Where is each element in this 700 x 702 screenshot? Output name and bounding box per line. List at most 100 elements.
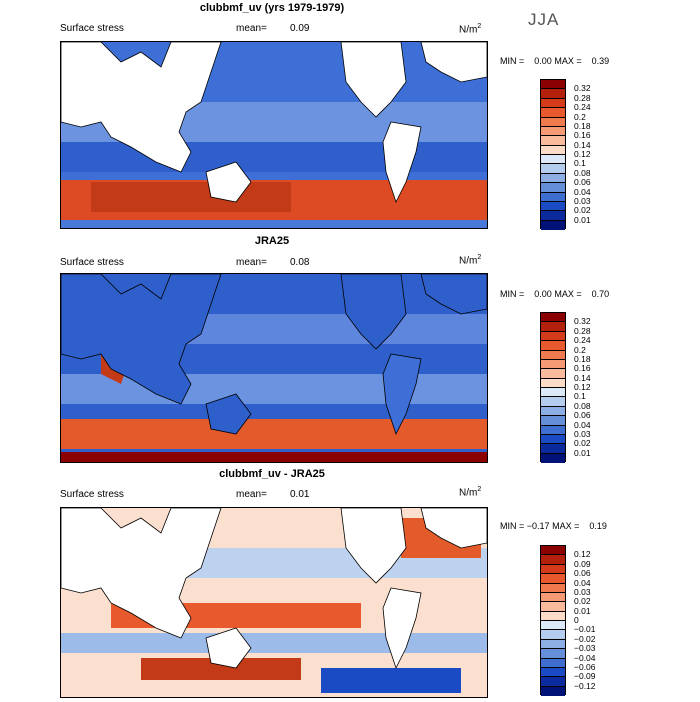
colorbar-level-label: 0.18	[574, 353, 591, 364]
panel-3-subtitle: Surface stress	[60, 489, 124, 500]
panel-3-colorbar	[540, 545, 566, 696]
colorbar-swatch	[541, 359, 565, 370]
panel-1-map-svg	[60, 41, 488, 228]
colorbar-level-label: 0.03	[574, 586, 591, 597]
panel-2-mean-label: mean=	[236, 257, 267, 268]
colorbar-swatch	[541, 155, 565, 165]
colorbar-swatch	[541, 192, 565, 202]
colorbar-swatch	[541, 183, 565, 193]
panel-1-title: clubbmf_uv (yrs 1979-1979)	[199, 2, 345, 14]
colorbar-level-label: 0.04	[574, 577, 591, 588]
colorbar-level-label: −0.01	[574, 624, 596, 635]
colorbar-swatch	[541, 425, 565, 435]
colorbar-level-label: 0.32	[574, 83, 591, 94]
colorbar-swatch	[541, 220, 565, 230]
colorbar-level-label: 0.08	[574, 400, 591, 411]
colorbar-level-label: −0.12	[574, 680, 596, 691]
panel-1-subtitle: Surface stress	[60, 23, 124, 34]
panel-2-minmax: MIN = 0.00 MAX = 0.70	[500, 289, 610, 299]
colorbar-swatch	[541, 453, 565, 463]
panel-1-colorbar	[540, 79, 566, 230]
colorbar-level-label: 0.14	[574, 139, 591, 150]
colorbar-level-label: 0.1	[574, 391, 586, 402]
colorbar-level-label: 0.04	[574, 186, 591, 197]
colorbar-level-label: 0	[574, 615, 579, 625]
colorbar-level-label: 0.28	[574, 92, 591, 103]
colorbar-swatch	[541, 350, 565, 360]
colorbar-swatch	[541, 164, 565, 174]
colorbar-swatch	[541, 369, 565, 379]
panel-2-map	[60, 273, 488, 463]
colorbar-level-label: 0.14	[574, 372, 591, 383]
colorbar-level-label: 0.24	[574, 335, 591, 346]
panel-1-minmax: MIN = 0.00 MAX = 0.39	[500, 56, 610, 66]
colorbar-level-label: 0.03	[574, 428, 591, 439]
colorbar-level-label: 0.08	[574, 167, 591, 178]
panel-2-subtitle: Surface stress	[60, 257, 124, 268]
colorbar-level-label: 0.09	[574, 558, 591, 569]
colorbar-swatch	[541, 677, 565, 687]
colorbar-swatch	[541, 136, 565, 146]
colorbar-level-label: −0.03	[574, 643, 596, 654]
colorbar-level-label: −0.04	[574, 652, 596, 663]
colorbar-level-label: 0.28	[574, 325, 591, 336]
colorbar-level-label: 0.02	[574, 438, 591, 449]
colorbar-level-label: −0.02	[574, 633, 596, 644]
colorbar-swatch	[541, 686, 565, 696]
colorbar-level-label: 0.01	[574, 605, 591, 616]
colorbar-swatch	[541, 322, 565, 332]
colorbar-level-label: 0.06	[574, 410, 591, 421]
colorbar-swatch	[541, 444, 565, 454]
colorbar-swatch	[541, 98, 565, 109]
colorbar-level-label: 0.03	[574, 195, 591, 206]
panel-3-map	[60, 507, 488, 698]
colorbar-swatch	[541, 108, 565, 118]
colorbar-swatch	[541, 602, 565, 612]
panel-1-mean-value: 0.09	[290, 23, 310, 34]
colorbar-level-label: 0.12	[574, 382, 591, 392]
colorbar-swatch	[541, 80, 565, 90]
colorbar-swatch	[541, 592, 565, 603]
colorbar-swatch	[541, 89, 565, 99]
colorbar-level-label: 0.16	[574, 363, 591, 374]
colorbar-level-label: 0.16	[574, 130, 591, 141]
panel-1-units: N/m2	[459, 23, 482, 36]
colorbar-swatch	[541, 341, 565, 351]
colorbar-swatch	[541, 630, 565, 640]
colorbar-swatch	[541, 201, 565, 212]
colorbar-swatch	[541, 583, 565, 593]
colorbar-swatch	[541, 667, 565, 678]
colorbar-swatch	[541, 555, 565, 565]
colorbar-swatch	[541, 611, 565, 621]
colorbar-level-label: 0.04	[574, 419, 591, 430]
colorbar-level-label: −0.09	[574, 671, 596, 682]
colorbar-level-label: 0.24	[574, 102, 591, 113]
colorbar-swatch	[541, 546, 565, 556]
panel-3-map-svg	[60, 507, 488, 697]
colorbar-swatch	[541, 564, 565, 575]
colorbar-swatch	[541, 434, 565, 445]
panel-3-units: N/m2	[459, 486, 482, 499]
colorbar-level-label: 0.18	[574, 120, 591, 131]
colorbar-level-label: 0.32	[574, 316, 591, 327]
panel-3-mean-value: 0.01	[290, 489, 310, 500]
panel-2-title: JRA25	[254, 235, 290, 247]
colorbar-swatch	[541, 416, 565, 426]
season-label: JJA	[528, 10, 560, 29]
colorbar-swatch	[541, 621, 565, 631]
colorbar-swatch	[541, 574, 565, 584]
colorbar-level-label: 0.2	[574, 344, 586, 355]
colorbar-swatch	[541, 378, 565, 388]
colorbar-swatch	[541, 331, 565, 342]
colorbar-level-label: 0.01	[574, 214, 591, 225]
colorbar-swatch	[541, 658, 565, 668]
colorbar-swatch	[541, 211, 565, 221]
colorbar-level-label: 0.2	[574, 111, 586, 122]
panel-2-map-svg	[60, 273, 488, 462]
colorbar-swatch	[541, 639, 565, 650]
colorbar-level-label: 0.1	[574, 158, 586, 169]
panel-2-colorbar	[540, 312, 566, 463]
colorbar-level-label: −0.06	[574, 661, 596, 672]
panel-1-mean-label: mean=	[236, 23, 267, 34]
colorbar-level-label: 0.12	[574, 549, 591, 560]
